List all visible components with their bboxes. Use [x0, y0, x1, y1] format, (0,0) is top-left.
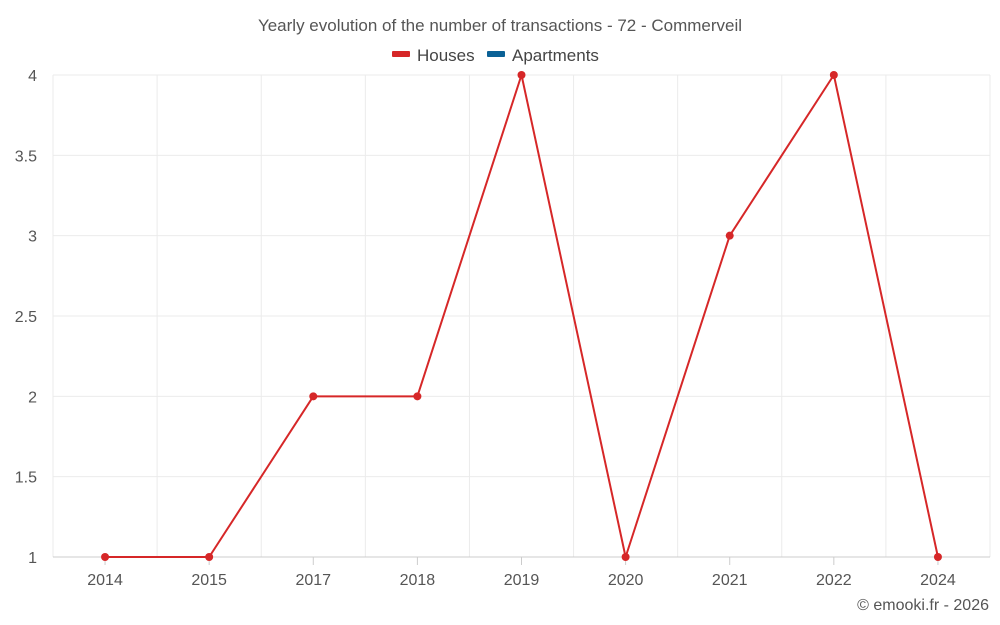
- y-tick-label: 3.5: [15, 148, 37, 165]
- legend-item-apartments[interactable]: Apartments: [487, 46, 599, 65]
- data-point-houses[interactable]: [413, 392, 422, 401]
- y-gridlines: [53, 74, 990, 558]
- data-point-houses[interactable]: [205, 553, 214, 561]
- legend-item-houses[interactable]: Houses: [392, 46, 475, 65]
- y-axis-labels: 1 1.5 2 2.5 3 3.5 4: [15, 68, 37, 567]
- x-tick-label: 2019: [504, 572, 540, 589]
- data-point-houses[interactable]: [621, 553, 630, 561]
- data-point-houses[interactable]: [829, 71, 838, 79]
- x-tick-label: 2022: [816, 572, 852, 589]
- data-point-houses[interactable]: [309, 392, 318, 401]
- y-tick-label: 3: [28, 229, 37, 246]
- x-tick-label: 2014: [87, 572, 123, 589]
- x-tick-label: 2024: [920, 572, 956, 589]
- data-point-houses[interactable]: [101, 553, 110, 561]
- series-layer: [101, 71, 942, 561]
- x-tick-label: 2020: [608, 572, 644, 589]
- data-point-houses[interactable]: [933, 553, 942, 561]
- y-tick-label: 2.5: [15, 309, 37, 326]
- y-tick-label: 1.5: [15, 470, 37, 487]
- y-tick-label: 2: [28, 389, 37, 406]
- legend-swatch-apartments: [487, 51, 505, 57]
- chart-title: Yearly evolution of the number of transa…: [258, 16, 742, 35]
- y-tick-label: 1: [28, 550, 37, 567]
- x-tick-label: 2018: [400, 572, 436, 589]
- x-tick-label: 2015: [191, 572, 227, 589]
- x-tick-label: 2017: [295, 572, 331, 589]
- x-axis-labels: 2014 2015 2017 2018 2019 2020 2021 2022 2024: [87, 557, 956, 589]
- legend-label-houses: Houses: [417, 46, 475, 65]
- data-point-houses[interactable]: [517, 71, 526, 79]
- legend-swatch-houses: [392, 51, 410, 57]
- y-tick-label: 4: [28, 68, 37, 85]
- data-point-houses[interactable]: [725, 231, 734, 240]
- x-tick-label: 2021: [712, 572, 748, 589]
- credit-text: © emooki.fr - 2026: [857, 597, 989, 614]
- legend: Houses Apartments: [392, 46, 599, 65]
- legend-label-apartments: Apartments: [512, 46, 599, 65]
